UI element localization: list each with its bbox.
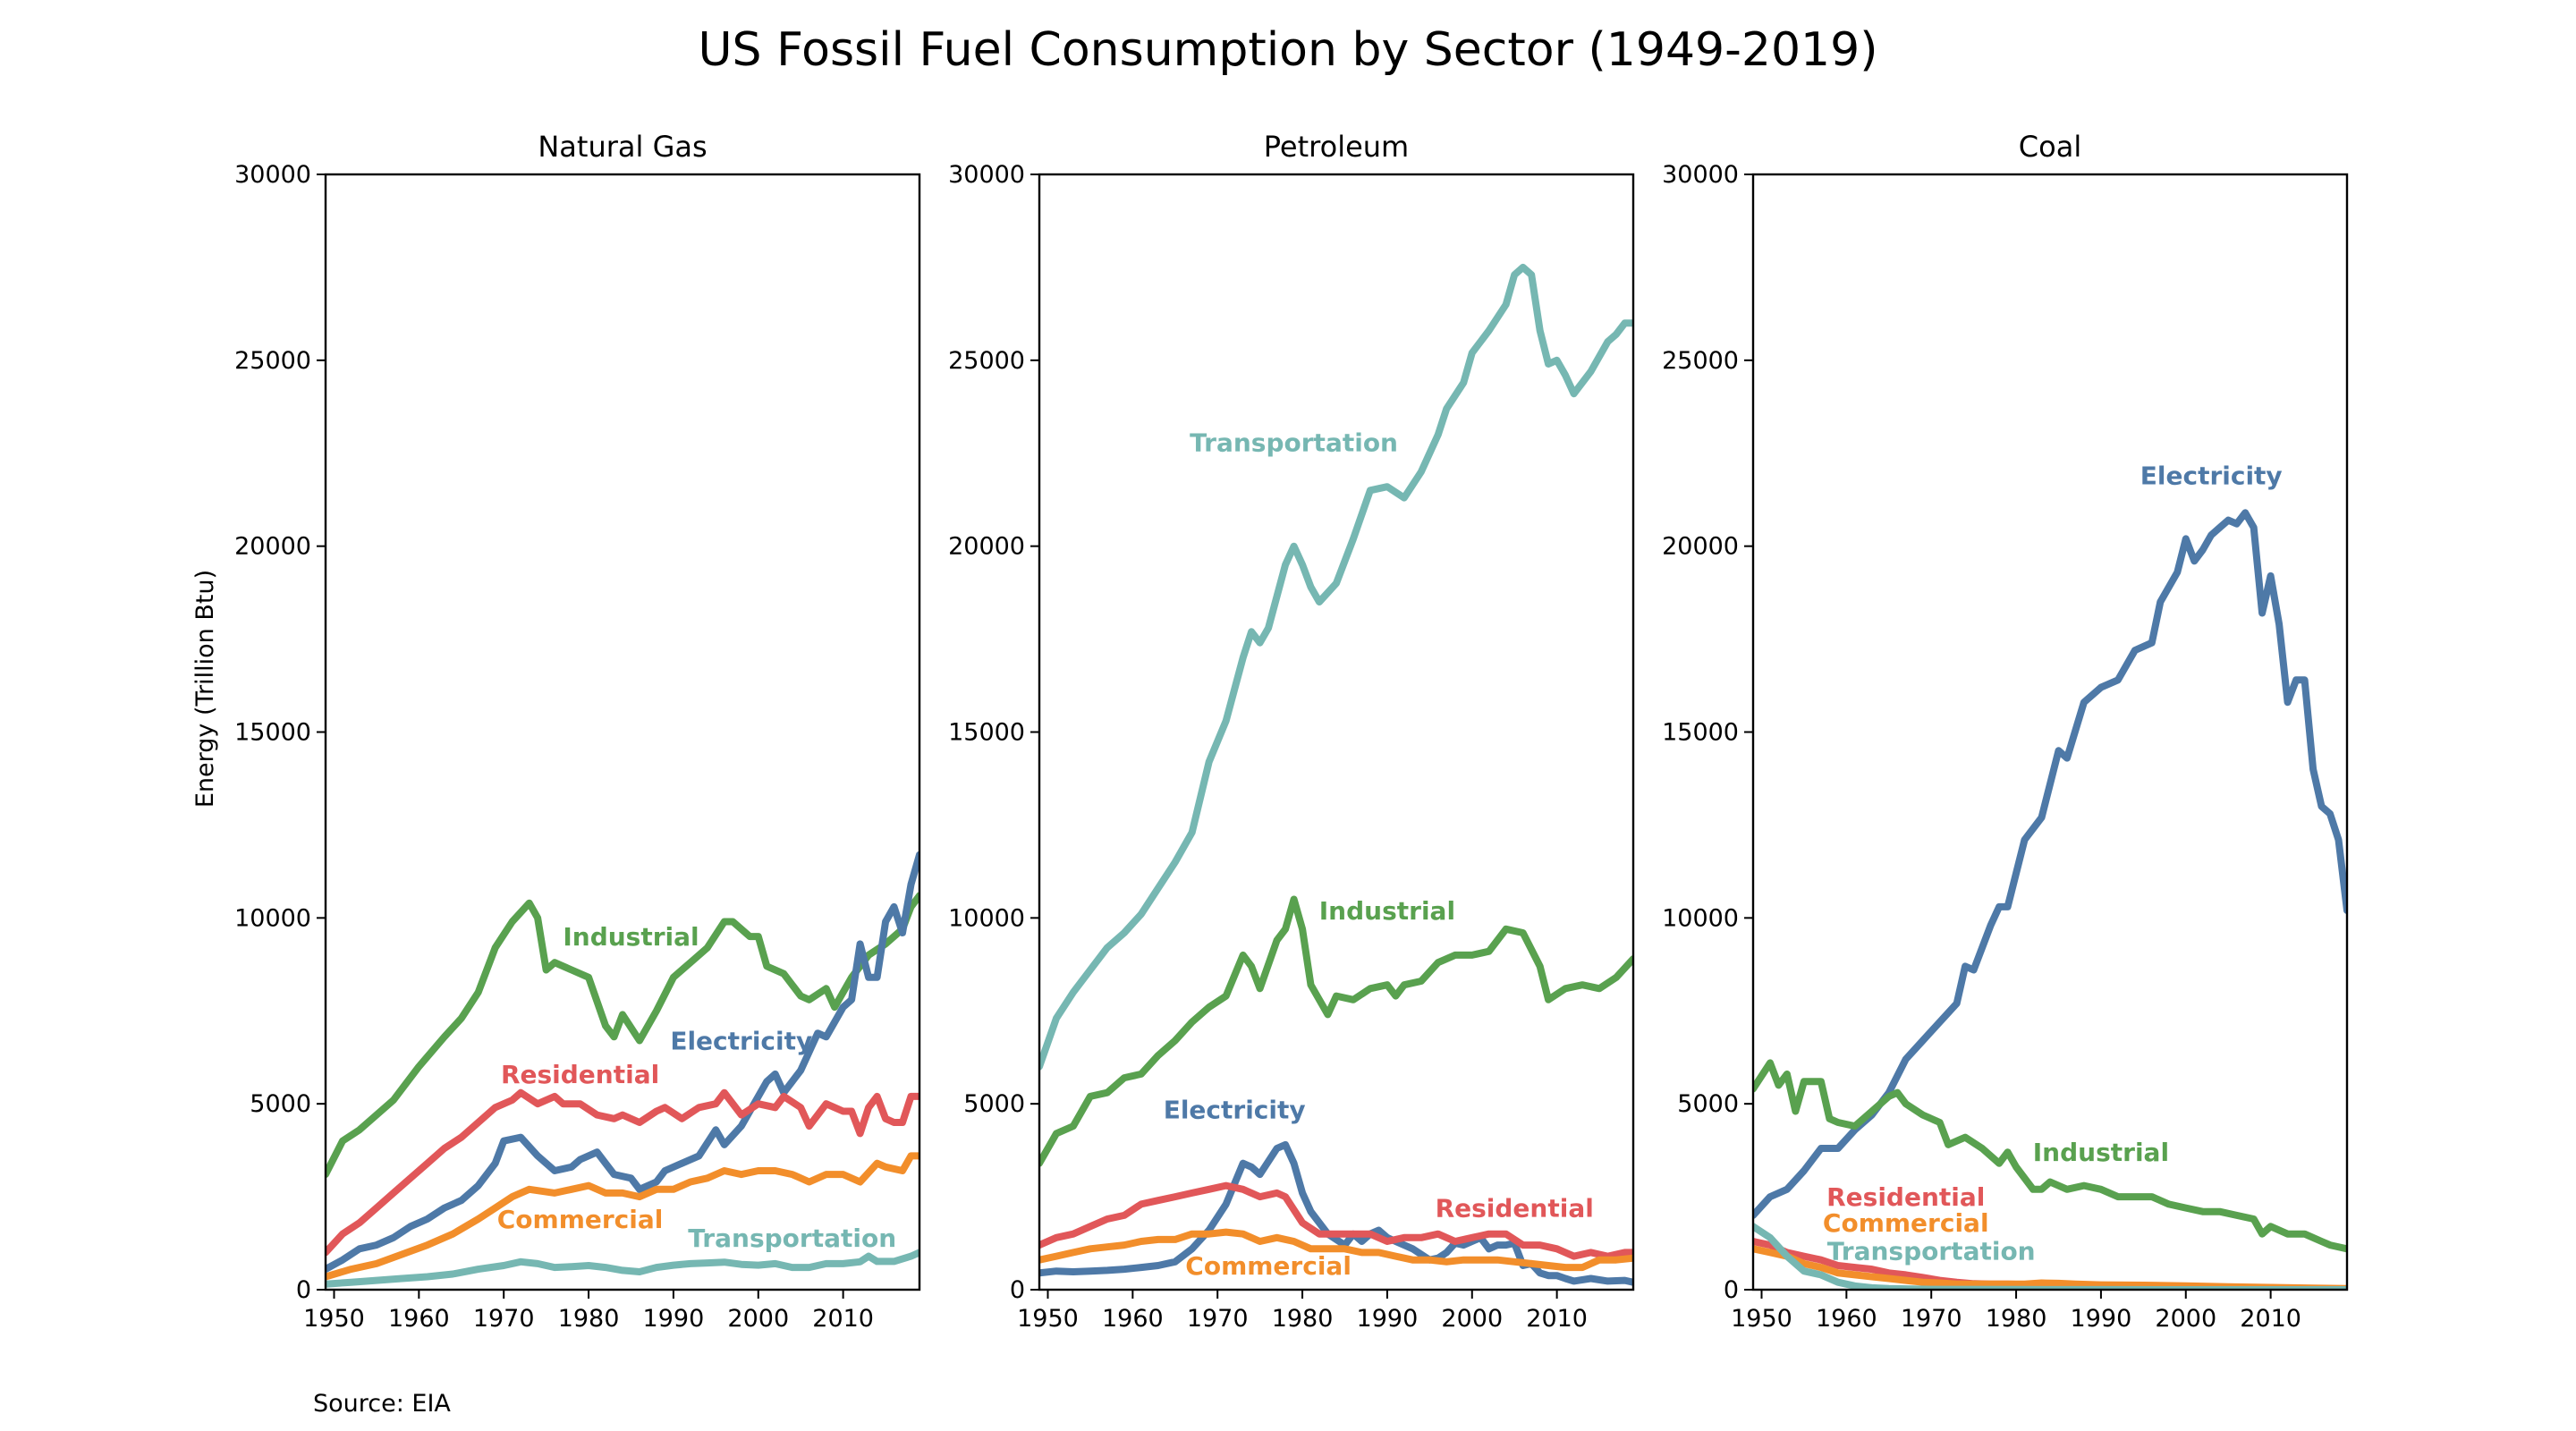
natural-gas-x-tick-label: 1990	[643, 1305, 705, 1333]
natural-gas-residential-line	[326, 1088, 919, 1257]
natural-gas-axes-frame	[324, 173, 921, 1291]
petroleum-x-tick-label: 1980	[1272, 1305, 1334, 1333]
coal-y-tick-label: 20000	[1662, 533, 1739, 561]
panel-natural-gas: Natural Gas 0 5000 10000 15000 20000 25000 3000…	[234, 130, 921, 1333]
panels: Natural Gas05000100001500020000250003000…	[234, 130, 2349, 1333]
panel-petroleum: Petroleum 0 5000 10000 15000 20000 25000 30000 1…	[948, 130, 1635, 1333]
coal-y-tick-label: 10000	[1662, 904, 1739, 932]
petroleum-transportation-line	[1039, 263, 1633, 1071]
petroleum-residential-line	[1039, 1181, 1633, 1260]
natural-gas-commercial-line	[326, 1152, 919, 1281]
coal-electricity-label: Electricity	[2140, 461, 2283, 491]
coal-x-tick-label: 1960	[1816, 1305, 1877, 1333]
coal-x-tick-label: 1980	[1986, 1305, 2047, 1333]
natural-gas-industrial-label: Industrial	[563, 922, 699, 952]
coal-x-tick-label: 1950	[1731, 1305, 1792, 1333]
coal-y-tick-label: 30000	[1662, 161, 1739, 189]
petroleum-residential-label: Residential	[1436, 1194, 1594, 1224]
coal-x-tick-label: 2000	[2155, 1305, 2216, 1333]
natural-gas-electricity-line	[326, 851, 919, 1274]
petroleum-title: Petroleum	[1264, 130, 1409, 164]
natural-gas-x-tick-label: 1980	[558, 1305, 620, 1333]
panel-coal: Coal 0 5000 10000 15000 20000 25000 30000 1950 19…	[1662, 130, 2349, 1333]
coal-series	[1753, 509, 2347, 1290]
natural-gas-y-tick-label: 15000	[234, 719, 311, 747]
petroleum-y-tick-label: 20000	[948, 533, 1025, 561]
petroleum-y-tick-label: 10000	[948, 904, 1025, 932]
coal-transportation-label: Transportation	[1827, 1236, 2036, 1266]
coal-y-tick-label: 0	[1724, 1276, 1739, 1304]
petroleum-transportation-label: Transportation	[1190, 428, 1398, 457]
figure-title: US Fossil Fuel Consumption by Sector (19…	[698, 23, 1877, 77]
petroleum-y-tick-label: 30000	[948, 161, 1025, 189]
natural-gas-y-tick-label: 20000	[234, 533, 311, 561]
petroleum-commercial-label: Commercial	[1185, 1251, 1352, 1281]
natural-gas-residential-label: Residential	[501, 1060, 659, 1089]
source-note: Source: EIA	[313, 1390, 451, 1418]
petroleum-x-tick-label: 1960	[1102, 1305, 1164, 1333]
coal-y-tick-label: 25000	[1662, 347, 1739, 375]
natural-gas-electricity-label: Electricity	[670, 1027, 812, 1056]
y-axis-label: Energy (Trillion Btu)	[191, 570, 219, 808]
natural-gas-x-tick-label: 2010	[812, 1305, 874, 1333]
natural-gas-x-tick-label: 1950	[303, 1305, 365, 1333]
natural-gas-x-tick-label: 1970	[473, 1305, 535, 1333]
natural-gas-industrial-line	[326, 892, 919, 1179]
natural-gas-x-tick-label: 1960	[388, 1305, 450, 1333]
coal-y-tick-label: 15000	[1662, 719, 1739, 747]
petroleum-x-tick-label: 2010	[1526, 1305, 1588, 1333]
petroleum-x-tick-label: 1970	[1187, 1305, 1249, 1333]
natural-gas-series	[326, 851, 919, 1288]
petroleum-x-tick-label: 1950	[1017, 1305, 1079, 1333]
petroleum-y-tick-label: 25000	[948, 347, 1025, 375]
natural-gas-x-tick-label: 2000	[727, 1305, 789, 1333]
coal-x-tick-label: 1990	[2071, 1305, 2132, 1333]
coal-residential-label: Residential	[1826, 1182, 1985, 1212]
petroleum-y-tick-label: 15000	[948, 719, 1025, 747]
coal-commercial-line	[1753, 1245, 2347, 1290]
natural-gas-title: Natural Gas	[538, 130, 707, 164]
petroleum-electricity-label: Electricity	[1164, 1095, 1306, 1124]
natural-gas-y-tick-label: 10000	[234, 904, 311, 932]
coal-commercial-label: Commercial	[1823, 1208, 1989, 1238]
coal-industrial-line	[1753, 1059, 2347, 1253]
natural-gas-commercial-label: Commercial	[497, 1205, 664, 1234]
natural-gas-y-tick-label: 25000	[234, 347, 311, 375]
petroleum-x-tick-label: 2000	[1441, 1305, 1503, 1333]
petroleum-commercial-line	[1039, 1228, 1633, 1272]
coal-x-tick-label: 1970	[1901, 1305, 1962, 1333]
natural-gas-y-tick-label: 5000	[250, 1090, 311, 1118]
natural-gas-y-tick-label: 30000	[234, 161, 311, 189]
natural-gas-y-tick-label: 0	[296, 1276, 311, 1304]
petroleum-electricity-line	[1039, 1140, 1633, 1286]
coal-x-tick-label: 2010	[2240, 1305, 2301, 1333]
petroleum-y-tick-label: 0	[1010, 1276, 1025, 1304]
natural-gas-transportation-label: Transportation	[688, 1224, 896, 1253]
petroleum-industrial-label: Industrial	[1319, 896, 1455, 926]
coal-industrial-label: Industrial	[2033, 1138, 2169, 1167]
petroleum-series	[1039, 263, 1633, 1286]
petroleum-x-tick-label: 1990	[1357, 1305, 1419, 1333]
coal-y-tick-label: 5000	[1677, 1090, 1739, 1118]
petroleum-industrial-line	[1039, 895, 1633, 1167]
natural-gas-transportation-line	[326, 1249, 919, 1288]
coal-electricity-line	[1753, 509, 2347, 1219]
coal-title: Coal	[2019, 130, 2081, 164]
petroleum-y-tick-label: 5000	[963, 1090, 1025, 1118]
